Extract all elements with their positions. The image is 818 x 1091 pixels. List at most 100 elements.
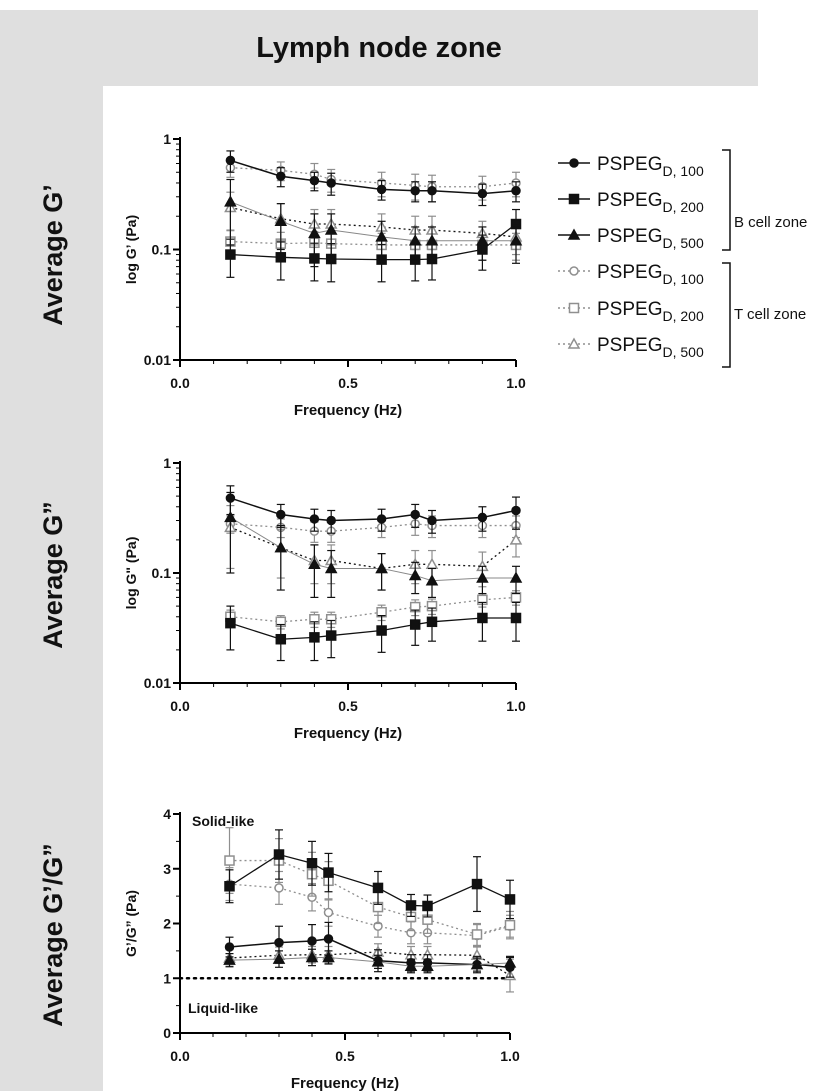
- data-point: [309, 514, 320, 524]
- series-line: [230, 617, 516, 640]
- data-point: [323, 867, 334, 878]
- series-3: [224, 491, 523, 599]
- data-point: [504, 919, 516, 931]
- data-point: [306, 858, 318, 869]
- data-point: [272, 952, 286, 964]
- legend-marker: [567, 337, 581, 349]
- data-point: [405, 900, 417, 911]
- x-tick-label: 1.0: [506, 698, 526, 714]
- x-tick-label: 0.5: [338, 375, 358, 391]
- data-point: [422, 900, 433, 912]
- data-point: [511, 505, 521, 516]
- data-point: [309, 632, 320, 643]
- series-line: [230, 526, 517, 570]
- data-point: [324, 223, 338, 235]
- data-point: [224, 942, 235, 952]
- legend-group-label: B cell zone: [734, 214, 807, 231]
- data-point: [427, 515, 437, 526]
- data-point: [276, 171, 286, 182]
- data-point: [309, 175, 320, 186]
- legend-entry-6: PSPEGD, 500: [558, 335, 704, 360]
- series-line: [230, 223, 517, 261]
- data-point: [376, 184, 387, 195]
- legend-label-subscript: D, 100: [662, 163, 703, 179]
- data-point: [325, 630, 337, 641]
- x-tick-label: 0.0: [170, 698, 190, 714]
- y-tick-label: 1: [163, 970, 171, 986]
- x-tick-label: 0.0: [170, 1048, 190, 1064]
- y-tick-label: 0.01: [144, 675, 171, 691]
- data-point: [273, 849, 285, 860]
- y-tick-label: 0: [163, 1025, 171, 1041]
- data-point: [322, 950, 335, 963]
- legend-bracket: [722, 262, 731, 368]
- legend-label-base: PSPEG: [597, 190, 662, 211]
- series-2: [225, 208, 522, 283]
- data-point: [425, 234, 439, 246]
- y-tick-label: 0.1: [152, 565, 172, 581]
- data-point: [470, 958, 484, 970]
- header-band: Lymph node zone: [0, 10, 758, 86]
- y-axis-title: G’/G” (Pa): [123, 890, 139, 957]
- legend-label: PSPEGD, 500: [597, 335, 704, 360]
- data-point: [409, 619, 421, 630]
- data-point: [471, 929, 483, 940]
- series-line: [230, 167, 517, 188]
- y-tick-label: 0.1: [152, 242, 172, 258]
- series-line: [229, 951, 511, 977]
- data-point: [308, 226, 321, 239]
- data-point: [510, 612, 522, 624]
- x-tick-label: 0.5: [335, 1048, 355, 1064]
- data-point: [375, 230, 388, 242]
- legend-marker: [567, 228, 581, 240]
- annotation-liquid-like: Liquid-like: [188, 1000, 258, 1016]
- data-point: [274, 541, 288, 553]
- legend-label: PSPEGD, 500: [597, 226, 704, 251]
- x-axis-title: Frequency (Hz): [291, 1075, 399, 1091]
- data-point: [224, 881, 235, 892]
- data-point: [421, 959, 434, 971]
- data-point: [511, 186, 521, 196]
- data-point: [223, 953, 236, 965]
- data-point: [410, 186, 420, 196]
- data-point: [425, 574, 439, 586]
- legend-label-subscript: D, 500: [662, 235, 703, 251]
- legend-label: PSPEGD, 100: [597, 154, 704, 179]
- x-tick-label: 0.0: [170, 375, 190, 391]
- legend-label: PSPEGD, 200: [597, 299, 704, 324]
- series-3: [224, 178, 523, 268]
- row-label: Average G’: [38, 184, 68, 326]
- legend-entry-1: PSPEGD, 100: [558, 154, 704, 179]
- data-point: [476, 571, 489, 583]
- data-point: [471, 878, 483, 890]
- data-point: [274, 883, 284, 893]
- data-point: [224, 510, 237, 523]
- series-5: [225, 590, 522, 630]
- data-point: [275, 252, 287, 263]
- legend-label-base: PSPEG: [597, 335, 662, 356]
- series-6: [223, 943, 517, 993]
- data-point: [224, 195, 237, 207]
- data-point: [274, 937, 284, 948]
- data-point: [509, 234, 523, 246]
- legend-label-base: PSPEG: [597, 299, 662, 320]
- series-1: [225, 150, 521, 207]
- data-point: [326, 515, 336, 526]
- legend-label-subscript: D, 500: [662, 344, 703, 360]
- series-line: [230, 201, 516, 242]
- data-point: [372, 882, 384, 894]
- legend-entry-5: PSPEGD, 200: [558, 299, 704, 324]
- legend-label-base: PSPEG: [597, 154, 662, 175]
- legend-label-subscript: D, 200: [662, 308, 703, 324]
- row-label: Average G’/G”: [38, 843, 68, 1027]
- legend-label: PSPEGD, 200: [597, 190, 704, 215]
- y-tick-label: 1: [163, 455, 171, 471]
- data-point: [503, 956, 517, 968]
- x-axis-title: Frequency (Hz): [294, 402, 402, 419]
- x-axis-title: Frequency (Hz): [294, 725, 402, 742]
- data-point: [275, 633, 287, 645]
- data-point: [276, 509, 286, 520]
- annotation-solid-like: Solid-like: [192, 813, 254, 829]
